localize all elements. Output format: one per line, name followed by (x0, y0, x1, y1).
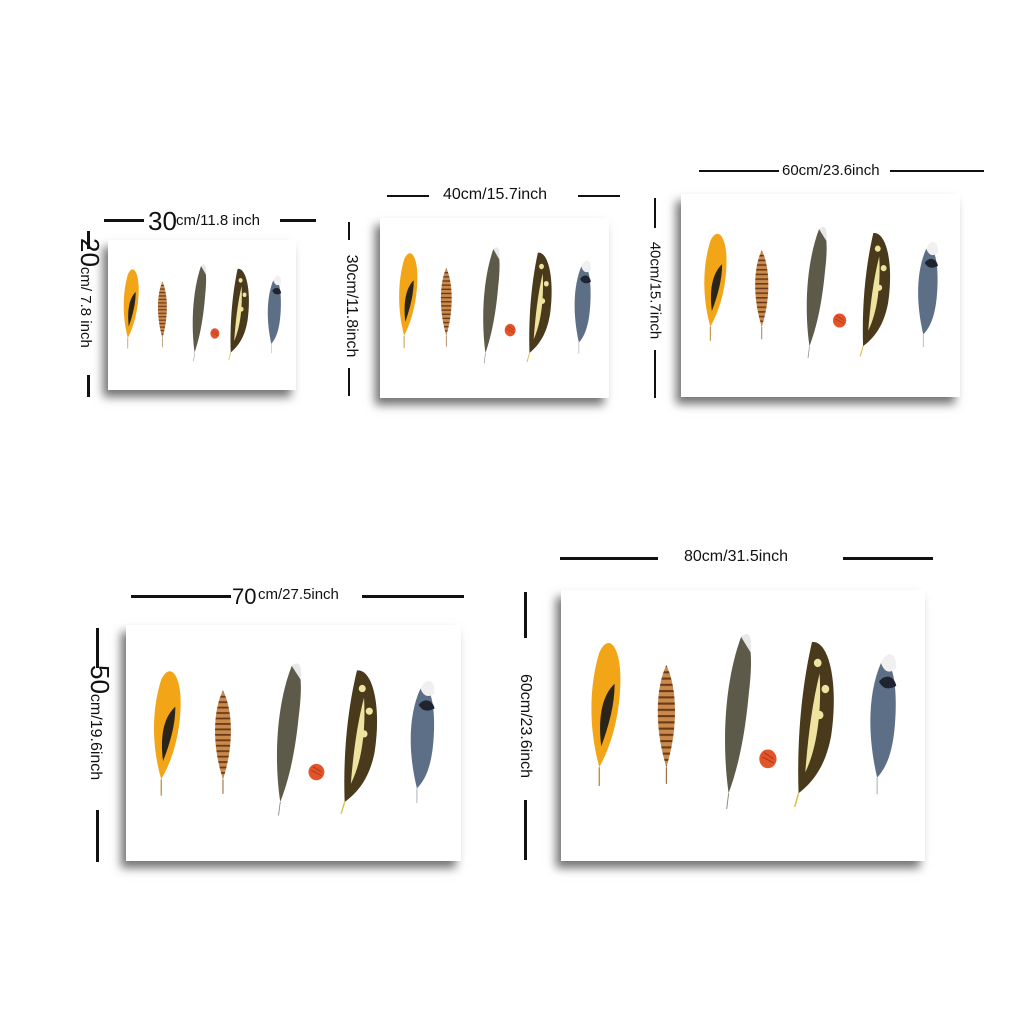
width-line-right (280, 219, 316, 222)
width-line-left (131, 595, 231, 598)
height-label-small: cm/ 7.8 inch (77, 266, 94, 348)
height-label-group: 50cm/19.6inch (85, 665, 115, 815)
height-label-big: 20 (75, 238, 105, 267)
height-line-top (524, 592, 527, 638)
width-line-right (362, 595, 464, 598)
width-label-small: cm/11.8 inch (176, 212, 260, 229)
height-line-bottom (654, 350, 656, 398)
feather-artwork (398, 246, 592, 364)
feather-artwork (590, 633, 898, 810)
width-line-right (890, 170, 984, 172)
height-label-small: cm/19.6inch (87, 693, 104, 781)
height-label: 60cm/23.6inch (517, 673, 534, 779)
feather-artwork (153, 662, 436, 817)
canvas-70x50-print (126, 625, 461, 861)
width-label-big: 70 (232, 584, 257, 609)
height-line-bottom (524, 800, 527, 860)
width-line-right (843, 557, 933, 560)
canvas-30x20-print (108, 240, 296, 390)
width-label-small: cm/27.5inch (258, 586, 339, 603)
height-label: 30cm/11.8inch (343, 254, 360, 358)
canvas-40x30-print (380, 218, 609, 398)
width-line-left (560, 557, 658, 560)
height-line-top (654, 198, 656, 228)
height-line-bottom (96, 810, 99, 862)
width-label: 40cm/15.7inch (443, 186, 548, 203)
width-label: 60cm/23.6inch (782, 162, 880, 179)
feather-artwork (703, 226, 939, 359)
height-line-top (87, 231, 90, 249)
canvas-60x40-print (681, 194, 960, 397)
height-line-top (348, 222, 350, 240)
height-line-bottom (87, 375, 90, 397)
height-label: 40cm/15.7inch (646, 241, 664, 340)
width-line-right (578, 195, 620, 197)
feather-artwork (123, 263, 282, 362)
width-label: 80cm/31.5inch (684, 548, 789, 565)
height-line-top (96, 628, 99, 668)
height-label-big: 50 (85, 665, 115, 694)
width-line-left (104, 219, 144, 222)
height-label-group: 20cm/ 7.8 inch (75, 238, 105, 378)
width-line-left (699, 170, 779, 172)
canvas-80x60-print (561, 590, 925, 861)
height-line-bottom (348, 368, 350, 396)
width-label-big: 30 (148, 206, 177, 236)
width-line-left (387, 195, 429, 197)
